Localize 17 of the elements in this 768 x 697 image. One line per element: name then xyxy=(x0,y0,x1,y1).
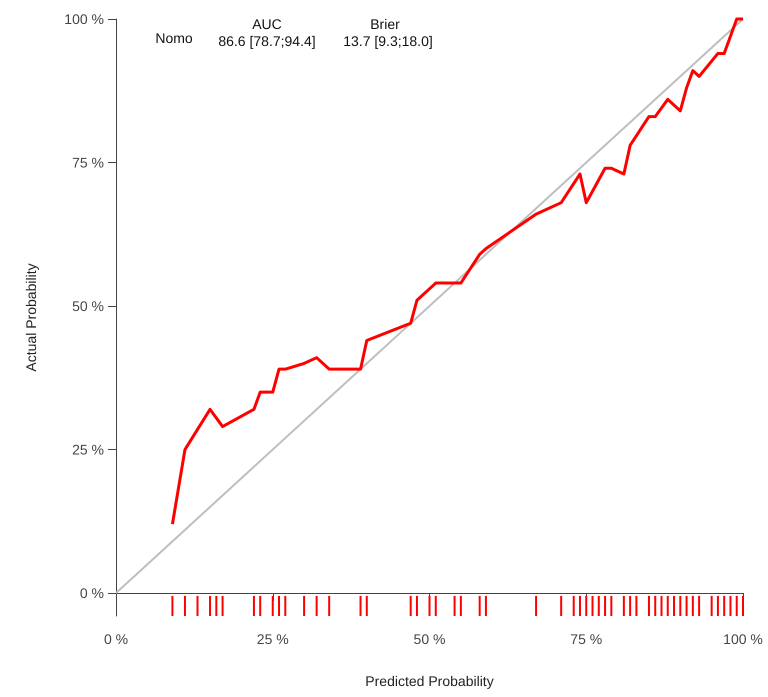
x-tick-label: 75 % xyxy=(570,631,602,647)
x-tick-label: 50 % xyxy=(414,631,446,647)
y-axis-title: Actual Probability xyxy=(23,263,39,372)
x-axis-title: Predicted Probability xyxy=(365,673,494,689)
y-tick-label: 50 % xyxy=(72,298,104,314)
annotation: 86.6 [78.7;94.4] xyxy=(218,33,316,49)
y-tick-label: 25 % xyxy=(72,442,104,458)
annotation: Nomo xyxy=(155,30,193,46)
y-tick-label: 100 % xyxy=(64,11,104,27)
y-tick-label: 0 % xyxy=(80,585,104,602)
y-tick-label: 75 % xyxy=(72,154,104,171)
annotation: Brier xyxy=(370,16,400,32)
annotation: 13.7 [9.3;18.0] xyxy=(343,33,433,49)
annotation: AUC xyxy=(252,16,282,32)
x-tick-label: 25 % xyxy=(256,631,289,647)
x-tick-label: 100 % xyxy=(723,631,763,647)
x-tick-label: 0 % xyxy=(104,631,128,647)
